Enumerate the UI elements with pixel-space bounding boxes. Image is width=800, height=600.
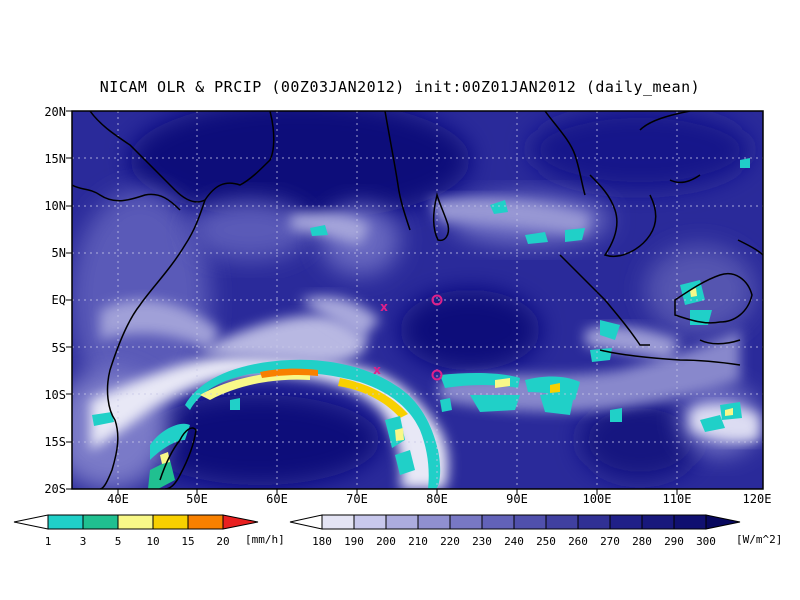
precip-label-1: 1 xyxy=(44,535,52,548)
map-title: NICAM OLR & PRCIP (00Z03JAN2012) init:00… xyxy=(99,78,701,96)
precip-unit: [mm/h] xyxy=(245,533,285,546)
olr-colorbar xyxy=(289,514,741,530)
olr-field xyxy=(72,111,763,489)
lon-label-70e: 70E xyxy=(346,492,368,506)
lat-label-15s: 15S xyxy=(44,435,66,449)
precip-label-5: 5 xyxy=(114,535,122,548)
station-markers: x x xyxy=(373,294,443,381)
lon-label-40e: 40E xyxy=(107,492,129,506)
olr-label-200: 200 xyxy=(376,535,396,548)
olr-label-240: 240 xyxy=(504,535,524,548)
olr-label-280: 280 xyxy=(632,535,652,548)
marker-x-2: x xyxy=(373,363,381,377)
olr-label-180: 180 xyxy=(312,535,332,548)
lon-label-110e: 110E xyxy=(662,492,692,506)
lon-label-120e: 120E xyxy=(742,492,772,506)
marker-o-2 xyxy=(431,369,443,381)
olr-label-290: 290 xyxy=(664,535,684,548)
olr-label-210: 210 xyxy=(408,535,428,548)
lon-label-80e: 80E xyxy=(426,492,448,506)
lat-label-15n: 15N xyxy=(44,152,66,166)
lon-label-50e: 50E xyxy=(186,492,208,506)
lon-label-90e: 90E xyxy=(506,492,528,506)
grid-lines xyxy=(72,111,763,489)
lon-label-60e: 60E xyxy=(266,492,288,506)
lat-label-10n: 10N xyxy=(44,199,66,213)
axis-ticks xyxy=(66,110,678,495)
precip-swaths xyxy=(92,158,750,489)
precip-label-15: 15 xyxy=(181,535,195,548)
precip-label-3: 3 xyxy=(79,535,87,548)
olr-label-270: 270 xyxy=(600,535,620,548)
olr-label-230: 230 xyxy=(472,535,492,548)
lat-label-20s: 20S xyxy=(44,482,66,496)
precip-label-20: 20 xyxy=(216,535,230,548)
lat-label-5n: 5N xyxy=(51,246,66,260)
lat-label-10s: 10S xyxy=(44,388,66,402)
olr-label-250: 250 xyxy=(536,535,556,548)
lat-label-20n: 20N xyxy=(44,105,66,119)
olr-label-220: 220 xyxy=(440,535,460,548)
lon-label-100e: 100E xyxy=(582,492,612,506)
olr-label-300: 300 xyxy=(696,535,716,548)
olr-unit: [W/m^2] xyxy=(736,533,783,546)
marker-x-1: x xyxy=(380,300,388,314)
lat-label-5s: 5S xyxy=(51,341,66,355)
olr-label-190: 190 xyxy=(344,535,364,548)
marker-o-1 xyxy=(431,294,443,306)
coastlines xyxy=(72,111,763,489)
precip-label-10: 10 xyxy=(146,535,160,548)
precip-colorbar xyxy=(13,514,259,530)
olr-label-260: 260 xyxy=(568,535,588,548)
lat-label-eq: EQ xyxy=(51,293,66,307)
